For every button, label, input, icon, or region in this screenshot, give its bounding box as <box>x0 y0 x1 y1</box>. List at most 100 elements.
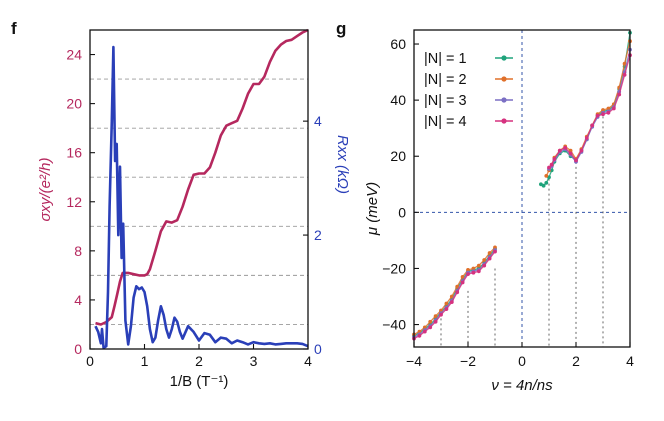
panel-g-data-point <box>590 123 595 128</box>
panel-g-data-point <box>417 329 422 334</box>
panel-g-data-point <box>611 106 616 111</box>
panel-g-series-4 <box>412 53 632 341</box>
panel-f-left-tick-label: 20 <box>66 96 82 112</box>
panel-g-x-tick-label: −4 <box>406 353 422 369</box>
panel-g-data-point <box>487 256 492 261</box>
panel-f-right-tick-label: 0 <box>314 341 322 357</box>
panel-f-left-tick-label: 12 <box>66 194 82 210</box>
panel-g-data-point <box>422 329 427 334</box>
panel-g-legend-swatch-marker <box>501 118 507 124</box>
panel-f-frame <box>89 29 309 350</box>
panel-f-left-axis: 0 4 8 12 16 20 24 <box>66 47 95 357</box>
panel-g-y-tick-label: −40 <box>382 317 406 333</box>
panel-g-data-point <box>579 148 584 153</box>
panel-g-data-point <box>460 280 465 285</box>
panel-f-x-axis: 0 1 2 3 4 <box>86 344 312 369</box>
panel-g-legend-item: |N| = 1 <box>424 51 513 67</box>
panel-f-left-tick-label: 8 <box>74 243 82 259</box>
panel-f-left-tick-label: 24 <box>66 47 82 63</box>
panel-g-series-line <box>413 249 496 338</box>
panel-g-data-point <box>476 263 481 268</box>
panel-g-data-point <box>487 251 492 255</box>
panel-g-data-point <box>449 300 454 304</box>
panel-g-y-tick-label: 20 <box>390 148 406 164</box>
panel-g-x-axis: −4 −2 0 2 4 <box>406 342 634 369</box>
panel-f-right-axis-label: Rxx (kΩ) <box>334 135 351 194</box>
panel-g-reference-lines <box>414 30 630 347</box>
panel-g-series-layer <box>412 30 632 341</box>
panel-g-data-point <box>428 319 433 324</box>
panel-g-legend-label: |N| = 2 <box>424 72 467 88</box>
panel-g-data-point <box>455 284 460 289</box>
panel-g-data-point <box>482 258 487 262</box>
panel-g-legend-label: |N| = 4 <box>424 114 467 130</box>
panel-g-data-point <box>622 61 627 66</box>
panel-g-x-tick-label: 2 <box>572 353 580 369</box>
panel-f-left-axis-label: σxy/(e²/h) <box>37 157 54 221</box>
panel-g-legend-item: |N| = 3 <box>424 93 513 109</box>
panel-g-data-point <box>563 145 568 150</box>
panel-g-y-tick-label: 60 <box>390 36 406 52</box>
panel-g-data-point <box>568 151 573 156</box>
panel-g-data-point <box>422 325 427 330</box>
panel-f-right-axis: 0 2 4 <box>303 113 322 357</box>
panel-g-data-point <box>617 92 622 97</box>
panel-g-data-point <box>541 183 546 188</box>
panel-g-data-point <box>428 325 433 330</box>
panel-g-data-point <box>595 113 600 118</box>
panel-f-grid <box>90 78 308 325</box>
panel-g-data-point <box>606 106 611 111</box>
panel-f-x-tick-label: 2 <box>195 353 203 369</box>
panel-g-data-point <box>471 270 476 275</box>
panel-g-y-tick-label: 0 <box>398 204 406 220</box>
panel-f-left-tick-label: 16 <box>66 145 82 161</box>
panel-g-series-line <box>413 248 496 337</box>
panel-g-data-point <box>449 294 454 299</box>
panel-g-x-tick-label: 4 <box>626 353 634 369</box>
panel-g-legend-label: |N| = 3 <box>424 93 467 109</box>
panel-g-series-line <box>413 251 496 340</box>
panel-g-data-point <box>606 110 611 115</box>
panel-g-data-point <box>471 266 476 271</box>
panel-g-data-point <box>601 112 605 117</box>
panel-g-legend-swatch-marker <box>501 97 507 103</box>
panel-g-data-point <box>466 272 470 276</box>
panel-g-series-line <box>413 246 496 335</box>
panel-g-data-point <box>455 290 460 295</box>
panel-g-data-point <box>439 312 443 317</box>
panel-f-x-axis-label: 1/B (T⁻¹) <box>170 373 229 390</box>
panel-g-legend-swatch-marker <box>501 55 507 61</box>
panel-f-series-layer <box>94 28 309 350</box>
panel-g-data-point <box>544 181 549 185</box>
panel-g-data-point <box>493 249 497 254</box>
panel-g-data-point <box>482 263 487 268</box>
panel-f-x-tick-label: 3 <box>250 353 258 369</box>
panel-g-x-tick-label: −2 <box>460 353 476 369</box>
panel-f-right-tick-label: 2 <box>314 227 322 243</box>
panel-g-data-point <box>433 314 438 318</box>
panel-g-y-tick-label: 40 <box>390 92 406 108</box>
panel-g-legend-swatch-marker <box>501 76 507 82</box>
panel-g-data-point <box>444 307 449 311</box>
panel-g-data-point <box>547 165 551 170</box>
panel-g-data-point <box>433 319 438 324</box>
panel-g-data-point <box>544 174 549 178</box>
panel-f-right-tick-label: 4 <box>314 113 322 129</box>
panel-f-x-tick-label: 1 <box>141 353 149 369</box>
panel-g-data-point <box>552 157 557 161</box>
panel-g-data-point <box>466 268 470 272</box>
panel-label-g: g <box>336 19 346 38</box>
panel-f-sigma-xy-line <box>95 28 309 326</box>
panel-g-y-tick-label: −20 <box>382 260 406 276</box>
panel-label-f: f <box>11 19 17 38</box>
panel-g-y-axis-label: μ (meV) <box>364 182 381 236</box>
panel-g-data-point <box>493 245 497 250</box>
panel-g-data-point <box>417 333 422 338</box>
panel-g-x-axis-label: ν = 4n/ns <box>491 377 553 394</box>
panel-g-x-tick-label: 0 <box>518 353 526 369</box>
panel-f-left-tick-label: 4 <box>74 292 82 308</box>
panel-g-data-point <box>549 162 554 167</box>
panel-g-data-point <box>622 73 627 77</box>
panel-g-legend: |N| = 1 |N| = 2 |N| = 3 |N| = 4 <box>424 51 513 130</box>
